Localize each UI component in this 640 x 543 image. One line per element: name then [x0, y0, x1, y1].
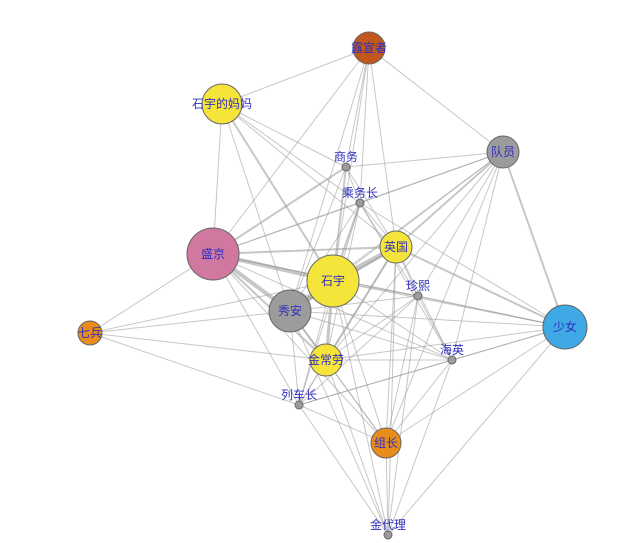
graph-edge	[386, 327, 565, 443]
node-circle[interactable]	[187, 228, 239, 280]
graph-node[interactable]: 英国	[380, 231, 412, 263]
node-circle[interactable]	[342, 163, 350, 171]
graph-edge	[346, 152, 503, 167]
graph-node[interactable]: 秀安	[269, 290, 311, 332]
graph-node[interactable]: 石宇的妈妈	[192, 84, 252, 124]
graph-edge	[222, 104, 360, 203]
graph-edge	[369, 48, 503, 152]
graph-edge	[503, 152, 565, 327]
node-circle[interactable]	[353, 32, 385, 64]
graph-node[interactable]: 列车长	[281, 387, 317, 409]
graph-edge	[360, 203, 565, 327]
node-label: 列车长	[281, 387, 317, 402]
graph-edge	[388, 327, 565, 535]
graph-edge	[213, 48, 369, 254]
graph-node[interactable]: 组长	[371, 428, 401, 458]
graph-node[interactable]: 队员	[487, 136, 519, 168]
graph-node[interactable]: 七兵	[78, 321, 102, 345]
graph-edge	[222, 48, 369, 104]
graph-edge	[396, 247, 452, 360]
graph-edge	[90, 333, 299, 405]
node-circle[interactable]	[310, 344, 342, 376]
node-circle[interactable]	[78, 321, 102, 345]
node-circle[interactable]	[202, 84, 242, 124]
node-circle[interactable]	[295, 401, 303, 409]
graph-node[interactable]: 石宇	[307, 255, 359, 307]
node-circle[interactable]	[414, 292, 422, 300]
graph-edge	[418, 152, 503, 296]
node-circle[interactable]	[380, 231, 412, 263]
node-circle[interactable]	[448, 356, 456, 364]
node-circle[interactable]	[371, 428, 401, 458]
graph-edge	[396, 247, 565, 327]
node-circle[interactable]	[307, 255, 359, 307]
network-graph: 石宇盛京秀安英国金常劳少女队员露宣者石宇的妈妈组长七兵商务乘务长珍熙海英列车长金…	[0, 0, 640, 543]
graph-node[interactable]: 露宣者	[351, 32, 387, 64]
graph-edge	[386, 360, 452, 443]
graph-edge	[388, 296, 418, 535]
node-circle[interactable]	[356, 199, 364, 207]
nodes-layer: 石宇盛京秀安英国金常劳少女队员露宣者石宇的妈妈组长七兵商务乘务长珍熙海英列车长金…	[78, 32, 587, 539]
graph-edge	[396, 152, 503, 247]
graph-edge	[222, 104, 396, 247]
node-circle[interactable]	[384, 531, 392, 539]
graph-edge	[222, 104, 290, 311]
graph-edge	[452, 152, 503, 360]
graph-node[interactable]: 盛京	[187, 228, 239, 280]
node-circle[interactable]	[543, 305, 587, 349]
node-circle[interactable]	[487, 136, 519, 168]
graph-node[interactable]: 少女	[543, 305, 587, 349]
graph-edge	[90, 333, 326, 360]
node-circle[interactable]	[269, 290, 311, 332]
graph-edge	[326, 327, 565, 360]
